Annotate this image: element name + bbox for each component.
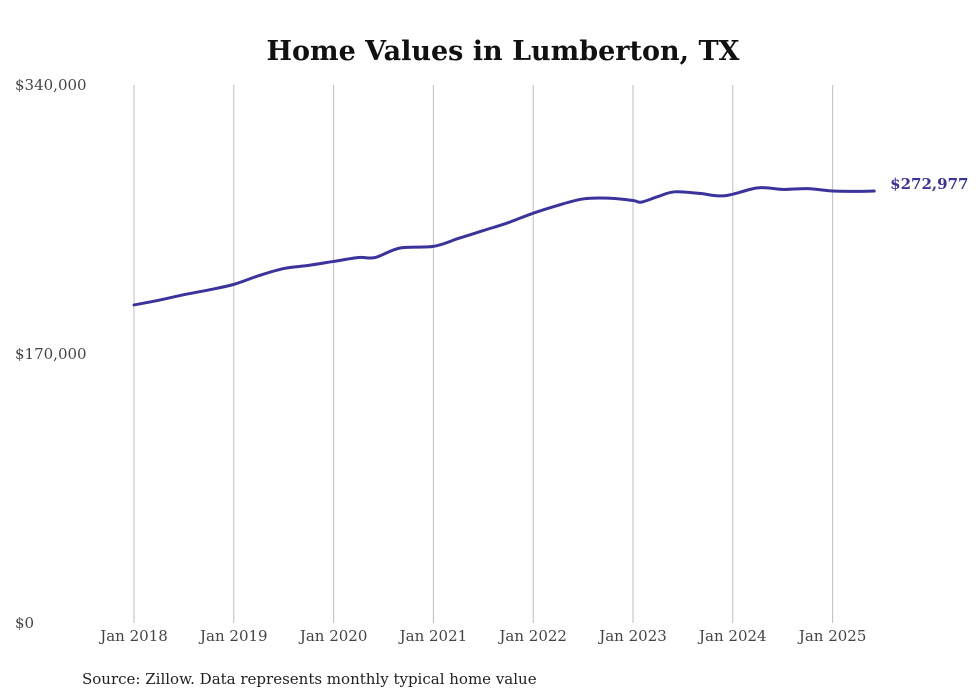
y-axis: $0 $170,000 $340,000: [15, 76, 87, 632]
source-note: Source: Zillow. Data represents monthly …: [82, 670, 537, 688]
x-tick-label: Jan 2018: [98, 627, 168, 645]
x-tick-label: Jan 2021: [398, 627, 468, 645]
series-line: [132, 186, 876, 307]
x-tick-label: Jan 2022: [497, 627, 567, 645]
x-tick-label: Jan 2019: [198, 627, 268, 645]
x-tick-label: Jan 2023: [597, 627, 667, 645]
gridlines: [133, 85, 834, 623]
x-tick-label: Jan 2020: [298, 627, 368, 645]
x-tick-label: Jan 2024: [697, 627, 767, 645]
x-tick-label: Jan 2025: [797, 627, 867, 645]
x-axis: Jan 2018 Jan 2019 Jan 2020 Jan 2021 Jan 2022…: [98, 627, 866, 645]
y-tick-label: $170,000: [15, 345, 87, 363]
chart-title: Home Values in Lumberton, TX: [266, 36, 739, 67]
y-tick-label: $0: [15, 614, 34, 632]
end-value-label: $272,977: [890, 175, 968, 193]
y-tick-label: $340,000: [15, 76, 87, 94]
